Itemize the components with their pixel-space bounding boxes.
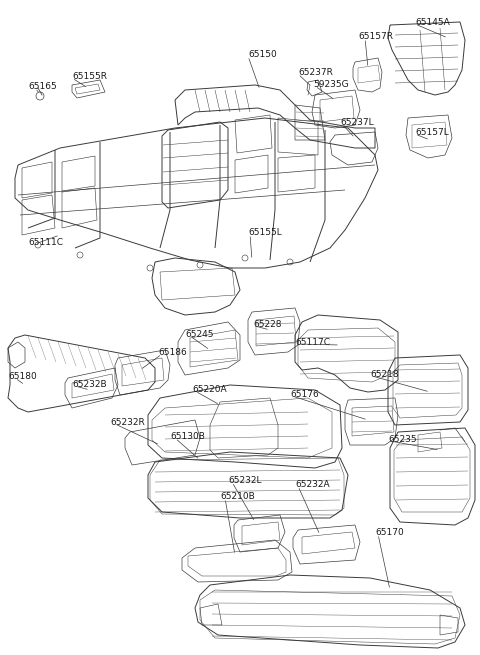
Text: 65232A: 65232A [295,480,330,489]
Text: 65235: 65235 [388,435,417,444]
Text: 65237L: 65237L [340,118,373,127]
Text: 65218: 65218 [370,370,398,379]
Text: 65228: 65228 [253,320,281,329]
Text: 65130B: 65130B [170,432,205,441]
Text: 65170: 65170 [375,528,404,537]
Text: 65117C: 65117C [295,338,330,347]
Text: 65232L: 65232L [228,476,262,485]
Text: 65220A: 65220A [192,385,227,394]
Text: 65186: 65186 [158,348,187,357]
Text: 65111C: 65111C [28,238,63,247]
Text: 65157R: 65157R [358,32,393,41]
Text: 65232B: 65232B [72,380,107,389]
Text: 65210B: 65210B [220,492,255,501]
Text: 65176: 65176 [290,390,319,399]
Text: 65245: 65245 [185,330,214,339]
Text: 65237R: 65237R [298,68,333,77]
Text: 59235G: 59235G [313,80,348,89]
Text: 65165: 65165 [28,82,57,91]
Text: 65232R: 65232R [110,418,145,427]
Text: 65180: 65180 [8,372,37,381]
Text: 65157L: 65157L [415,128,449,137]
Text: 65155L: 65155L [248,228,282,237]
Text: 65145A: 65145A [415,18,450,27]
Text: 65150: 65150 [248,50,277,59]
Text: 65155R: 65155R [72,72,107,81]
